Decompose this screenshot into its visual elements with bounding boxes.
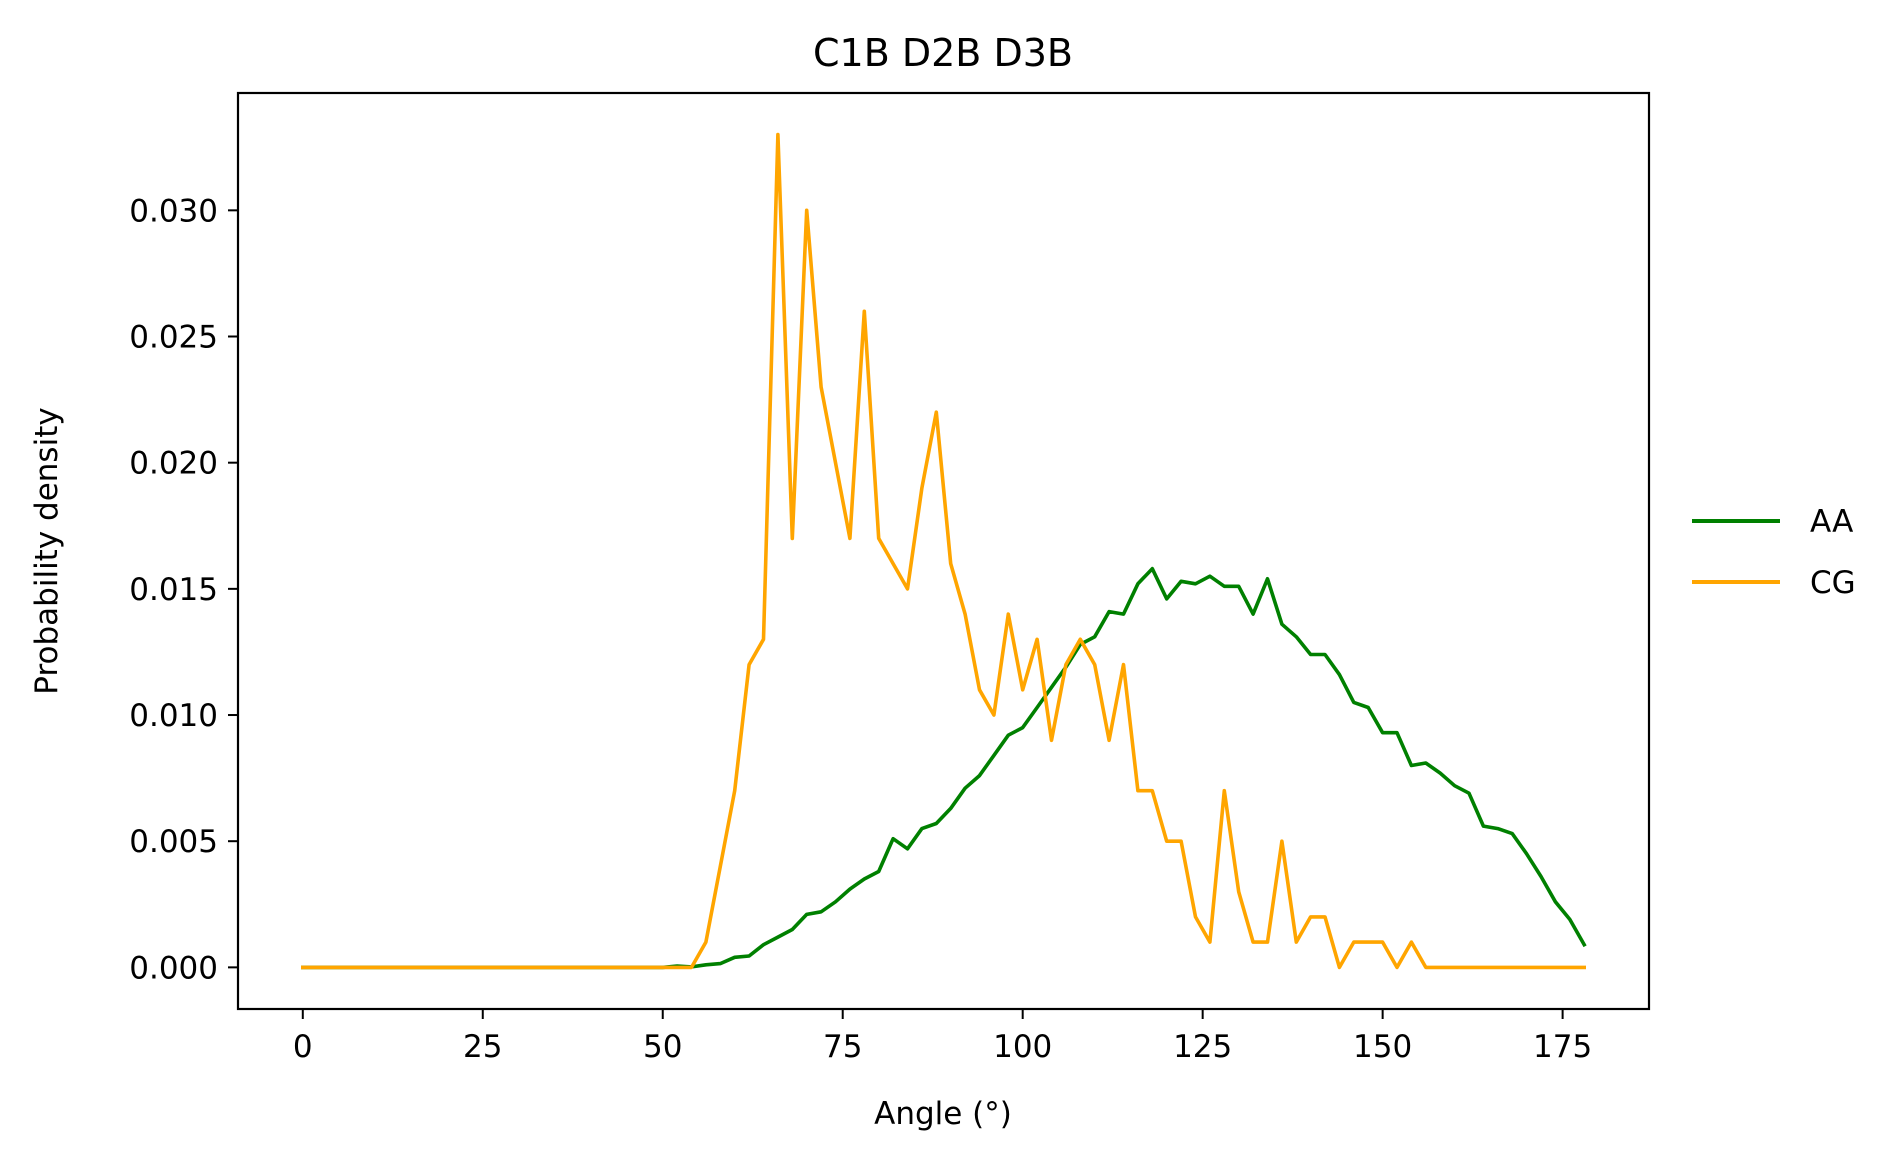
x-tick-label: 25 — [463, 1029, 502, 1065]
series-layer — [300, 132, 1587, 970]
x-tick-label: 175 — [1533, 1029, 1592, 1065]
series-line-aa — [300, 566, 1587, 970]
legend-label-aa: AA — [1810, 504, 1853, 540]
x-tick-label: 50 — [643, 1029, 682, 1065]
y-tick-label: 0.015 — [129, 572, 218, 608]
y-tick-label: 0.010 — [129, 698, 218, 734]
x-tick-label: 0 — [293, 1029, 313, 1065]
y-axis: 0.000 0.005 0.010 0.015 0.020 0.025 0.030 — [129, 193, 238, 986]
x-tick-label: 75 — [823, 1029, 862, 1065]
y-axis-title: Probability density — [29, 407, 65, 694]
y-tick-label: 0.020 — [129, 446, 218, 482]
x-tick-label: 150 — [1353, 1029, 1412, 1065]
y-tick-label: 0.025 — [129, 320, 218, 356]
chart-title: C1B D2B D3B — [813, 31, 1073, 75]
x-tick-label: 125 — [1173, 1029, 1232, 1065]
legend: AA CG — [1692, 504, 1856, 601]
legend-label-cg: CG — [1810, 565, 1856, 601]
plot-frame — [236, 91, 1651, 1011]
x-tick-label: 100 — [993, 1029, 1052, 1065]
y-tick-label: 0.000 — [129, 950, 218, 986]
x-axis: 0 25 50 75 100 125 150 175 — [293, 1009, 1592, 1065]
y-tick-label: 0.005 — [129, 824, 218, 860]
y-tick-label: 0.030 — [129, 193, 218, 229]
series-line-cg — [300, 132, 1586, 970]
x-axis-title: Angle (°) — [874, 1096, 1012, 1132]
